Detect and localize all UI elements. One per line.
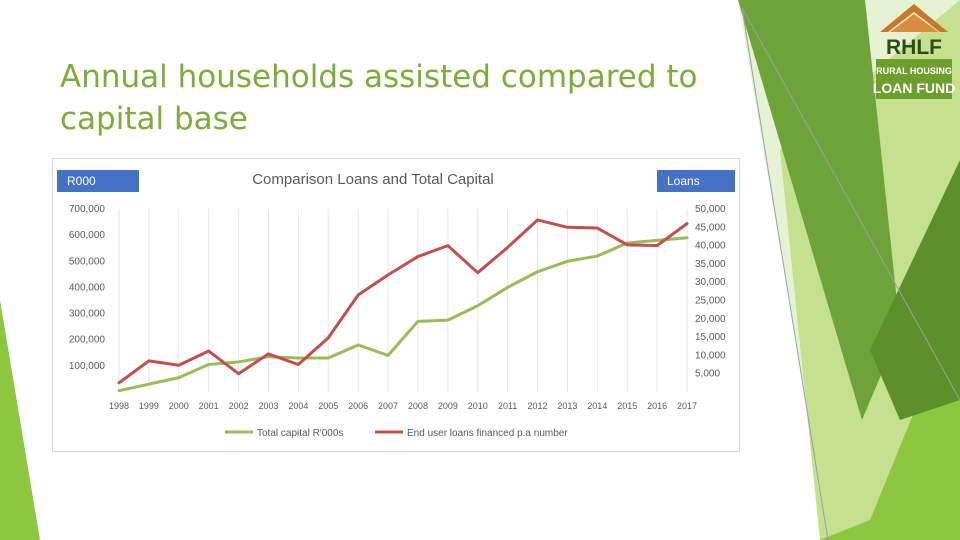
left-axis-tick-label: 300,000 (69, 309, 106, 320)
right-dark-facet (870, 160, 960, 420)
right-axis-tag: Loans (657, 170, 735, 192)
logo-band (876, 59, 952, 99)
left-axis-tick-label: 200,000 (69, 335, 106, 346)
x-axis-tick-label: 2010 (468, 401, 488, 411)
right-bright-facet (820, 300, 960, 540)
x-axis-tick-label: 2008 (408, 401, 428, 411)
series-line (117, 218, 689, 385)
x-axis-tick-label: 2011 (498, 401, 517, 411)
x-axis-tick-label: 2013 (557, 401, 577, 411)
x-axis-tick-label: 1998 (109, 401, 129, 411)
x-axis-tick-label: 2000 (169, 401, 189, 411)
right-axis-tick-label: 20,000 (695, 314, 726, 325)
x-axis-tick-label: 2016 (647, 401, 667, 411)
x-axis-tick-label: 2006 (348, 401, 368, 411)
x-axis-tick-label: 2002 (229, 401, 249, 411)
right-axis-tick-label: 5,000 (695, 369, 720, 380)
left-axis-tag: R000 (57, 170, 139, 192)
x-axis-tick-label: 2004 (288, 401, 308, 411)
right-axis-tick-label: 25,000 (695, 296, 726, 307)
x-axis-tick-label: 2009 (438, 401, 458, 411)
line-chart: 100,000 200,000 300,000 400,000 500,000 600,0… (69, 204, 726, 439)
facet-line-2 (741, 7, 960, 401)
facet-line (741, 7, 829, 540)
right-axis-tick-label: 45,000 (695, 222, 726, 233)
logo-roof-fill (890, 14, 938, 32)
left-green-sliver (0, 300, 40, 540)
series-line (117, 236, 689, 393)
chart-container: 100,000 200,000 300,000 400,000 500,000 600,0… (52, 158, 740, 452)
x-axis-tick-label: 2014 (587, 401, 607, 411)
right-axis-tick-label: 30,000 (695, 277, 726, 288)
left-axis-tick-label: 500,000 (69, 256, 106, 267)
right-mid-facet (738, 0, 900, 420)
rhlf-logo: RHLF RURAL HOUSING LOAN FUND (873, 4, 955, 99)
slide-title: Annual households assisted compared to c… (60, 56, 760, 140)
chart-title: Comparison Loans and Total Capital (252, 171, 494, 188)
x-axis-tick-label: 2017 (677, 401, 697, 411)
right-axis-tick-label: 50,000 (695, 204, 726, 215)
left-axis-tick-label: 400,000 (69, 282, 106, 293)
x-axis-tick-label: 2007 (378, 401, 398, 411)
legend-label: Total capital R'000s (257, 428, 343, 439)
right-axis-tick-label: 35,000 (695, 259, 726, 270)
x-axis-tick-label: 1999 (139, 401, 159, 411)
x-axis-tick-label: 2001 (199, 401, 219, 411)
logo-wordmark: RHLF (886, 36, 942, 59)
right-axis-tick-label: 10,000 (695, 350, 726, 361)
slide-title-line-2: capital base (60, 101, 248, 137)
left-axis-tick-label: 600,000 (69, 230, 106, 241)
x-axis-tick-label: 2012 (528, 401, 548, 411)
slide-title-line-1: Annual households assisted compared to (60, 59, 698, 95)
x-axis-tick-label: 2003 (258, 401, 278, 411)
logo-line-2: LOAN FUND (873, 80, 955, 96)
logo-roof (880, 4, 948, 32)
logo-line-1: RURAL HOUSING (876, 66, 952, 76)
legend-label: End user loans financed p.a number (407, 428, 568, 439)
left-axis-tick-label: 100,000 (69, 361, 106, 372)
x-axis-tick-label: 2005 (318, 401, 338, 411)
right-axis-tick-label: 40,000 (695, 241, 726, 252)
right-axis-tick-label: 15,000 (695, 332, 726, 343)
left-axis-tick-label: 700,000 (69, 204, 106, 215)
x-axis-tick-label: 2015 (617, 401, 637, 411)
